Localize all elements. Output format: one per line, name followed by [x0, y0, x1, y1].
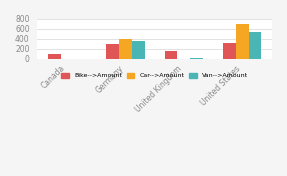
Legend: Bike-->Amount, Car-->Amount, Van-->Amount: Bike-->Amount, Car-->Amount, Van-->Amoun…: [59, 70, 250, 81]
Bar: [190, 58, 203, 59]
Bar: [164, 51, 177, 59]
Bar: [119, 39, 132, 59]
Bar: [223, 43, 236, 59]
Bar: [106, 44, 119, 59]
Bar: [236, 24, 249, 59]
Bar: [48, 54, 61, 59]
Bar: [249, 32, 261, 59]
Bar: [132, 41, 145, 59]
